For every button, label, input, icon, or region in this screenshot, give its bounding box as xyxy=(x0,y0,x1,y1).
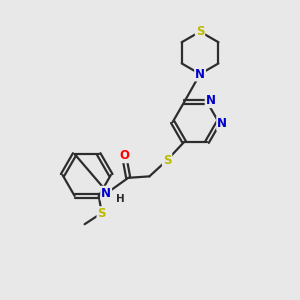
Text: N: N xyxy=(101,187,111,200)
Text: O: O xyxy=(120,149,130,162)
Text: H: H xyxy=(116,194,124,204)
Text: S: S xyxy=(98,207,106,220)
Text: N: N xyxy=(206,94,216,107)
Text: N: N xyxy=(217,117,227,130)
Text: S: S xyxy=(163,154,171,167)
Text: S: S xyxy=(196,25,204,38)
Text: N: N xyxy=(195,68,205,80)
